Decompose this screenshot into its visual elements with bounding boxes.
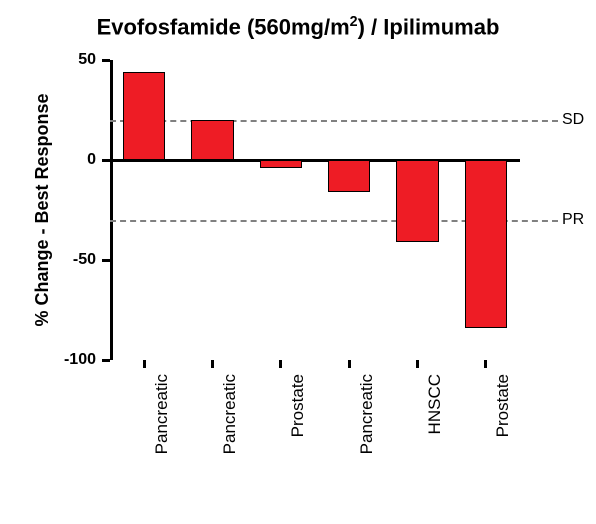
- chart-title: Evofosfamide (560mg/m2) / Ipilimumab: [0, 14, 596, 40]
- reference-line: [110, 120, 558, 122]
- x-tick: [484, 360, 487, 368]
- x-category-label: Pancreatic: [357, 374, 377, 524]
- y-tick-label: -50: [36, 251, 96, 269]
- y-tick: [102, 159, 110, 162]
- y-tick-label: 0: [36, 151, 96, 169]
- y-tick-label: -100: [36, 351, 96, 369]
- plot-area: -100-50050SDPRPancreaticPancreaticProsta…: [110, 60, 520, 360]
- y-tick: [102, 259, 110, 262]
- x-category-label: Pancreatic: [152, 374, 172, 524]
- bar: [191, 120, 233, 160]
- x-tick: [279, 360, 282, 368]
- x-axis: [110, 159, 520, 162]
- y-tick: [102, 359, 110, 362]
- x-category-label: HNSCC: [425, 374, 445, 524]
- x-tick: [348, 360, 351, 368]
- bar: [123, 72, 165, 160]
- x-category-label: Pancreatic: [220, 374, 240, 524]
- reference-line-label: SD: [562, 111, 584, 129]
- x-tick: [211, 360, 214, 368]
- chart-container: Evofosfamide (560mg/m2) / Ipilimumab % C…: [0, 0, 596, 509]
- y-axis: [110, 60, 113, 360]
- y-tick: [102, 59, 110, 62]
- reference-line-label: PR: [562, 211, 584, 229]
- bar: [465, 160, 507, 328]
- bar: [260, 160, 302, 168]
- bar: [396, 160, 438, 242]
- x-tick: [143, 360, 146, 368]
- bar: [328, 160, 370, 192]
- x-category-label: Prostate: [288, 374, 308, 524]
- y-axis-label: % Change - Best Response: [32, 60, 53, 360]
- y-tick-label: 50: [36, 51, 96, 69]
- x-category-label: Prostate: [493, 374, 513, 524]
- x-tick: [416, 360, 419, 368]
